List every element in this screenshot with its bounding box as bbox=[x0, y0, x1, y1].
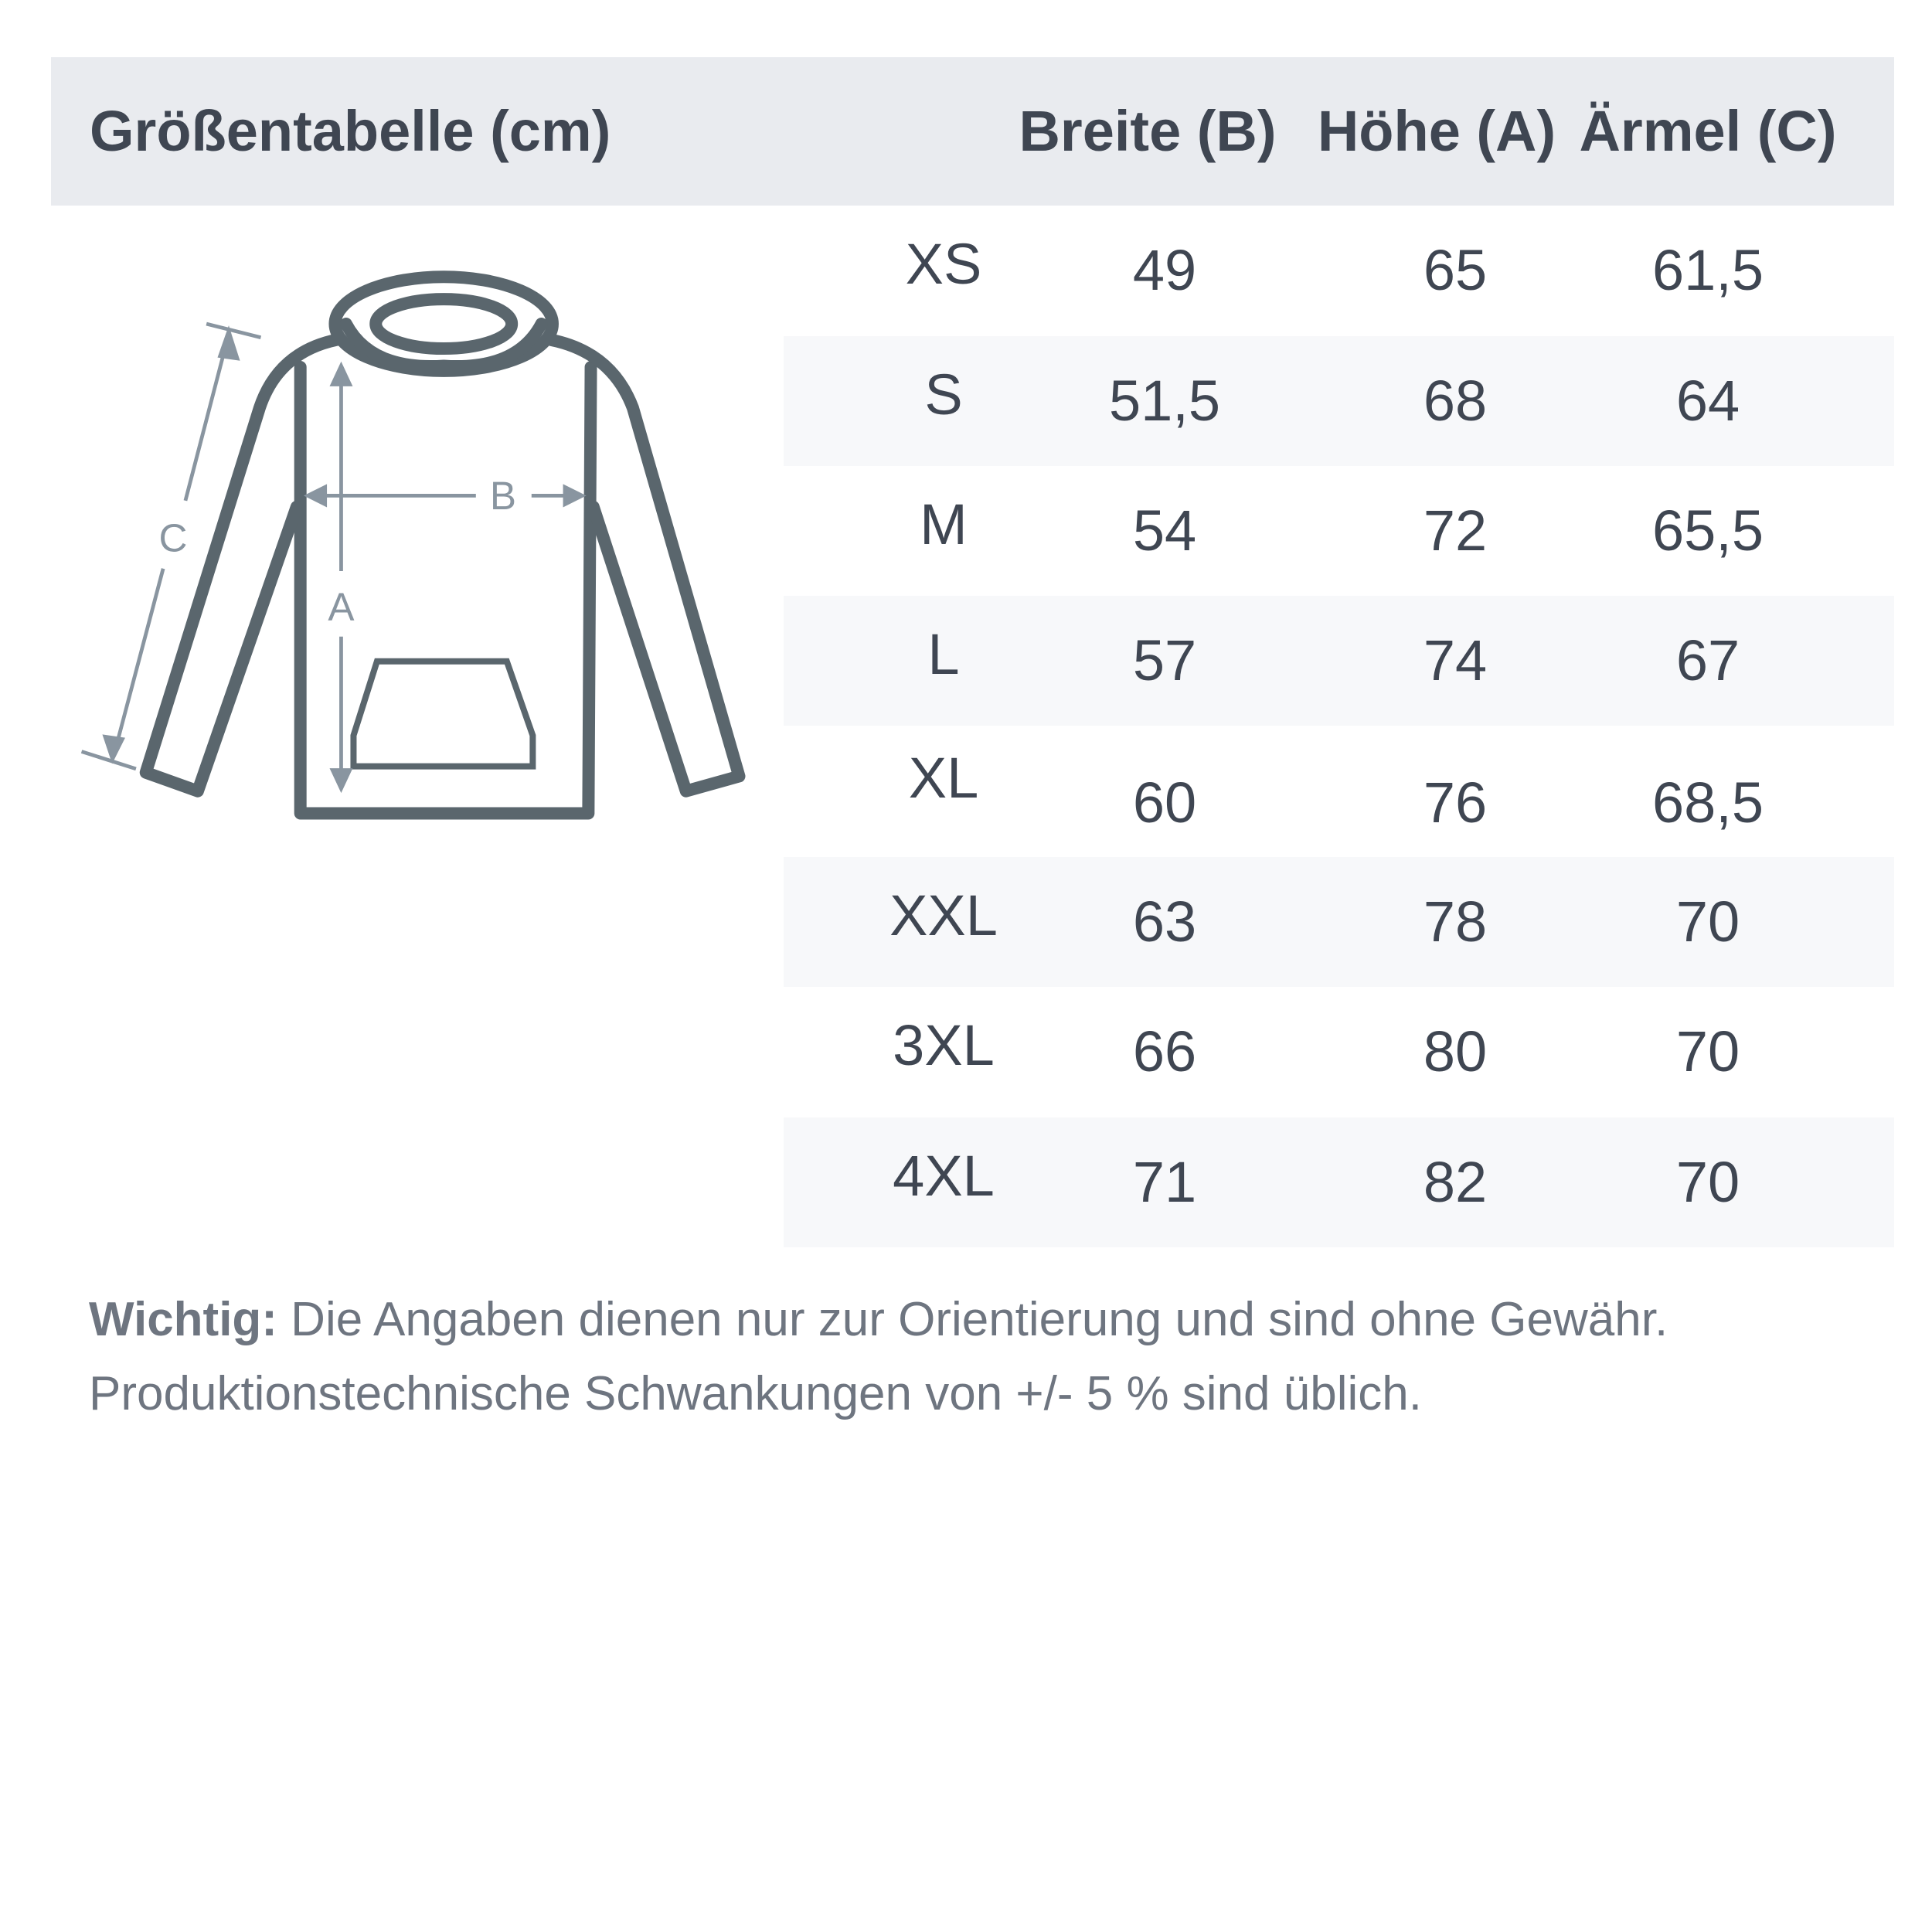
breite-cell: 71 bbox=[1132, 1150, 1197, 1214]
hoehe-cell: 76 bbox=[1423, 770, 1488, 835]
hoehe-cell: 68 bbox=[1423, 369, 1488, 433]
hoehe-cell: 80 bbox=[1423, 1019, 1488, 1083]
aermel-cell: 70 bbox=[1675, 889, 1740, 954]
aermel-cell: 65,5 bbox=[1651, 498, 1764, 563]
breite-cell: 54 bbox=[1132, 498, 1197, 563]
breite-cell: 60 bbox=[1132, 770, 1197, 835]
aermel-cell: 70 bbox=[1675, 1019, 1740, 1083]
measure-c-label: C bbox=[158, 515, 187, 560]
size-cell: 4XL bbox=[893, 1144, 995, 1208]
breite-cell: 57 bbox=[1132, 628, 1197, 692]
aermel-cell: 67 bbox=[1675, 628, 1740, 692]
hoodie-left-sleeve bbox=[139, 333, 343, 798]
disclaimer-note: Wichtig: Die Angaben dienen nur zur Orie… bbox=[89, 1283, 1897, 1431]
table-row: XS 49 65 61,5 bbox=[784, 206, 1894, 335]
size-cell: XXL bbox=[889, 883, 998, 947]
size-cell: 3XL bbox=[893, 1013, 995, 1077]
aermel-cell: 61,5 bbox=[1651, 238, 1764, 302]
size-cell: M bbox=[920, 492, 968, 556]
hoodie-pocket bbox=[350, 658, 536, 770]
breite-cell: 51,5 bbox=[1108, 369, 1221, 433]
table-row: 4XL 71 82 70 bbox=[784, 1117, 1894, 1247]
note-line2: Produktionstechnische Schwankungen von +… bbox=[89, 1367, 1422, 1420]
column-header-aermel: Ärmel (C) bbox=[1579, 99, 1837, 163]
hoehe-cell: 82 bbox=[1423, 1150, 1488, 1214]
note-line1: Die Angaben dienen nur zur Orientierung … bbox=[277, 1293, 1668, 1346]
table-header: Größentabelle (cm) Breite (B) Höhe (A) Ä… bbox=[51, 57, 1894, 206]
size-cell: L bbox=[927, 622, 960, 686]
table-row: S 51,5 68 64 bbox=[784, 336, 1894, 466]
size-cell: XS bbox=[905, 232, 982, 296]
breite-cell: 49 bbox=[1132, 238, 1197, 302]
hoehe-cell: 72 bbox=[1423, 498, 1488, 563]
measure-a-label: A bbox=[328, 585, 355, 629]
hoodie-right-sleeve bbox=[545, 333, 746, 798]
table-row: M 54 72 65,5 bbox=[784, 466, 1894, 596]
aermel-cell: 68,5 bbox=[1651, 770, 1764, 835]
breite-cell: 63 bbox=[1132, 889, 1197, 954]
aermel-cell: 64 bbox=[1675, 369, 1740, 433]
table-row: XXL 63 78 70 bbox=[784, 857, 1894, 987]
hoehe-cell: 78 bbox=[1423, 889, 1488, 954]
size-cell: S bbox=[924, 362, 963, 427]
hoehe-cell: 65 bbox=[1423, 238, 1488, 302]
table-row: 3XL 66 80 70 bbox=[784, 987, 1894, 1117]
hoehe-cell: 74 bbox=[1423, 628, 1488, 692]
table-row: XL 60 76 68,5 bbox=[784, 726, 1894, 855]
aermel-cell: 70 bbox=[1675, 1150, 1740, 1214]
column-header-breite: Breite (B) bbox=[1019, 99, 1277, 163]
size-cell: XL bbox=[908, 746, 979, 810]
measure-c-line bbox=[183, 348, 227, 502]
table-row: L 57 74 67 bbox=[784, 596, 1894, 726]
breite-cell: 66 bbox=[1132, 1019, 1197, 1083]
hoodie-body-outline bbox=[294, 361, 597, 820]
page-title: Größentabelle (cm) bbox=[90, 99, 611, 163]
note-label: Wichtig: bbox=[89, 1293, 277, 1346]
measure-b-label: B bbox=[490, 474, 516, 518]
column-header-hoehe: Höhe (A) bbox=[1317, 99, 1556, 163]
